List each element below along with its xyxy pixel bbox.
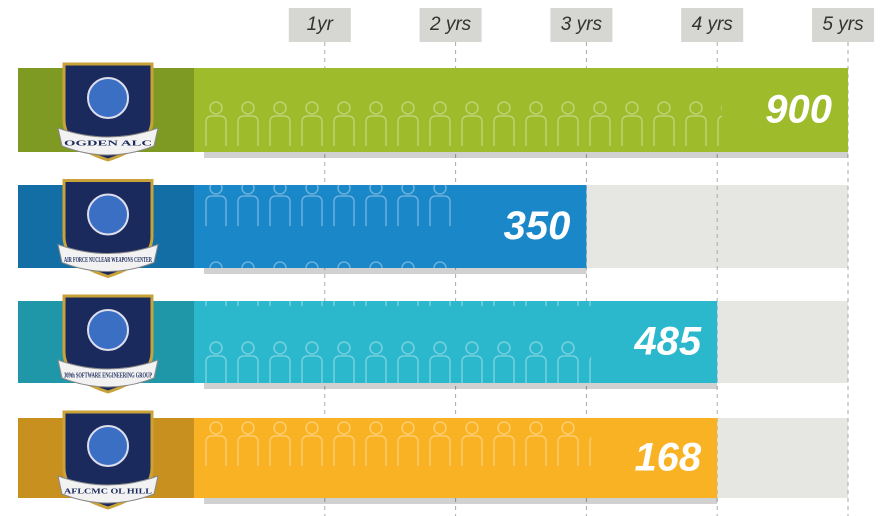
- bar-shadow: [204, 150, 848, 158]
- people-icons: [198, 301, 592, 383]
- x-tick-label: 4 yrs: [692, 14, 734, 35]
- people-icons: [198, 418, 592, 498]
- logo-emblem: [87, 425, 129, 467]
- logo-emblem: [87, 309, 129, 351]
- tick-tab: [550, 8, 613, 42]
- people-icons: [198, 68, 722, 152]
- logo-label: AFLCMC OL HILL: [64, 488, 152, 496]
- logo-banner: [57, 127, 159, 156]
- x-tick-label: 5 yrs: [822, 14, 864, 35]
- x-tick-label: 3 yrs: [561, 14, 603, 35]
- x-tick-label: 2 yrs: [429, 14, 472, 35]
- bar-shadow: [204, 496, 718, 504]
- logo-banner: [57, 359, 159, 388]
- logo-label: AIR FORCE NUCLEAR WEAPONS CENTER: [64, 256, 153, 264]
- logo-label: OGDEN ALC: [64, 140, 152, 148]
- bar-shadow: [204, 381, 718, 389]
- tick-tab: [419, 8, 482, 42]
- logo-banner: [57, 475, 159, 504]
- tick-tab: [681, 8, 744, 42]
- count-label: 168: [634, 436, 701, 480]
- logo-label: 309th SOFTWARE ENGINEERING GROUP: [64, 372, 152, 380]
- logo-emblem: [87, 77, 129, 119]
- tick-tab: [288, 8, 351, 42]
- people-icons: [198, 185, 461, 268]
- count-label: 485: [633, 320, 701, 364]
- count-label: 350: [504, 204, 571, 248]
- count-label: 900: [765, 88, 832, 132]
- tick-tab: [812, 8, 874, 42]
- bar-shadow: [204, 266, 587, 274]
- logo-emblem: [87, 193, 129, 236]
- x-tick-label: 1yr: [307, 14, 334, 35]
- logo-banner: [57, 243, 159, 272]
